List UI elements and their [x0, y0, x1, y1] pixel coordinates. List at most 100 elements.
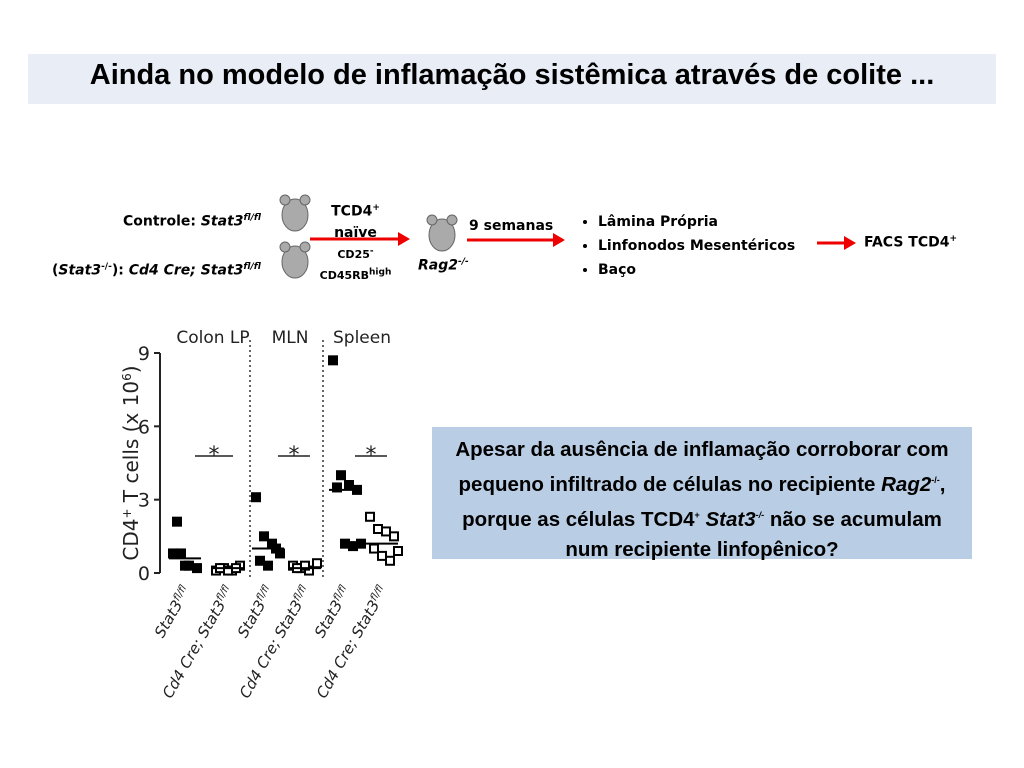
separators	[249, 340, 324, 578]
point	[168, 548, 178, 559]
panel-label: MLN	[272, 328, 309, 348]
y-tick-label: 3	[138, 490, 150, 512]
point	[340, 538, 350, 549]
ko-label: (Stat3-/-): Cd4 Cre; Stat3fl/fl	[52, 262, 261, 279]
text: Stat3	[58, 262, 102, 279]
cells-label: TCD4+ naïve CD25- CD45RBhigh	[318, 198, 393, 286]
recipient: Rag2-/-	[418, 257, 469, 274]
text: (	[52, 262, 59, 279]
arrows	[310, 232, 856, 250]
point	[381, 526, 391, 537]
text: fl/fl	[368, 583, 386, 603]
readout: FACS TCD4+	[864, 234, 957, 251]
text: -	[369, 246, 374, 256]
text: Controle:	[123, 213, 201, 230]
title: Ainda no modelo de inflamação sistêmica …	[89, 59, 935, 91]
y-tick-label: 9	[138, 343, 150, 365]
point	[192, 563, 202, 574]
text: Rag2	[418, 257, 458, 274]
text: high	[369, 267, 392, 277]
duration: 9 semanas	[469, 218, 554, 234]
text: CD25	[337, 247, 370, 261]
text: -/-	[931, 475, 940, 485]
point	[356, 538, 366, 549]
organ-list: Lâmina PrópriaLinfonodos MesentéricosBaç…	[584, 210, 795, 282]
point	[180, 560, 190, 571]
text: Stat3	[200, 213, 244, 230]
text: -/-	[101, 262, 112, 272]
point	[377, 550, 387, 561]
text: T cells (x 10	[119, 381, 143, 509]
panel-label: Spleen	[333, 328, 391, 348]
text: Stat3	[699, 507, 756, 531]
text: não se acumulam num recipiente linfopêni…	[565, 507, 942, 561]
point	[332, 482, 342, 493]
text: Apesar da ausência de inflamação corrobo…	[455, 438, 949, 496]
text: TCD4	[331, 203, 373, 220]
text: Stat3	[234, 597, 270, 641]
x-tick-label: Stat3fl/fl	[151, 583, 195, 641]
text: fl/fl	[243, 213, 261, 223]
y-axis-label: CD4+ T cells (x 106)	[119, 365, 143, 560]
text: 6	[120, 373, 134, 381]
y-tick-label: 6	[138, 416, 150, 438]
asterisk: *	[366, 443, 377, 468]
text: fl/fl	[291, 583, 309, 603]
mouse-icons	[279, 194, 458, 279]
text: Stat3	[311, 597, 347, 641]
panel-label: Colon LP	[176, 328, 249, 348]
point	[259, 531, 269, 542]
text: -/-	[755, 509, 765, 520]
point	[348, 541, 358, 552]
point	[255, 555, 265, 566]
text: ):	[111, 262, 129, 279]
text: Rag2	[881, 472, 932, 496]
text: )	[119, 365, 143, 373]
text: fl/fl	[214, 583, 232, 603]
point	[172, 516, 182, 527]
point	[336, 470, 346, 481]
point	[373, 524, 383, 534]
point	[344, 480, 354, 490]
callout: Apesar da ausência de inflamação corrobo…	[432, 427, 972, 561]
point	[385, 555, 395, 566]
text: Cd4 Cre; Stat3	[128, 262, 244, 279]
point	[300, 560, 310, 571]
text: Stat3	[151, 597, 187, 641]
point	[312, 558, 322, 569]
text: +	[372, 203, 380, 213]
point	[263, 560, 273, 571]
point	[389, 531, 399, 542]
title-band	[28, 54, 996, 104]
point	[393, 546, 403, 556]
text: +	[949, 234, 958, 244]
organ: Lâmina Própria	[598, 210, 795, 234]
point	[369, 543, 379, 554]
point	[251, 492, 261, 503]
organ: Linfonodos Mesentéricos	[598, 234, 795, 258]
point	[176, 548, 186, 559]
y-tick-label: 0	[138, 563, 150, 585]
text: +	[120, 508, 134, 518]
diagram-graphics	[279, 194, 856, 279]
x-tick-label: Cd4 Cre; Stat3fl/fl	[236, 583, 315, 702]
control-label: Controle: Stat3fl/fl	[123, 213, 261, 230]
text: CD45RB	[319, 268, 370, 282]
text: CD4	[119, 519, 143, 561]
text: -/-	[458, 257, 469, 267]
asterisk: *	[289, 443, 300, 468]
text: fl/fl	[331, 583, 349, 603]
text: fl/fl	[243, 262, 261, 272]
asterisk: *	[209, 443, 220, 468]
text: fl/fl	[171, 583, 189, 603]
text: naïve	[334, 224, 377, 241]
text: +	[694, 509, 700, 520]
text: fl/fl	[254, 583, 272, 603]
point	[365, 511, 375, 522]
point	[328, 355, 338, 366]
x-tick-label: Cd4 Cre; Stat3fl/fl	[313, 583, 392, 702]
organ: Baço	[598, 258, 795, 282]
text: FACS TCD4	[864, 234, 950, 251]
